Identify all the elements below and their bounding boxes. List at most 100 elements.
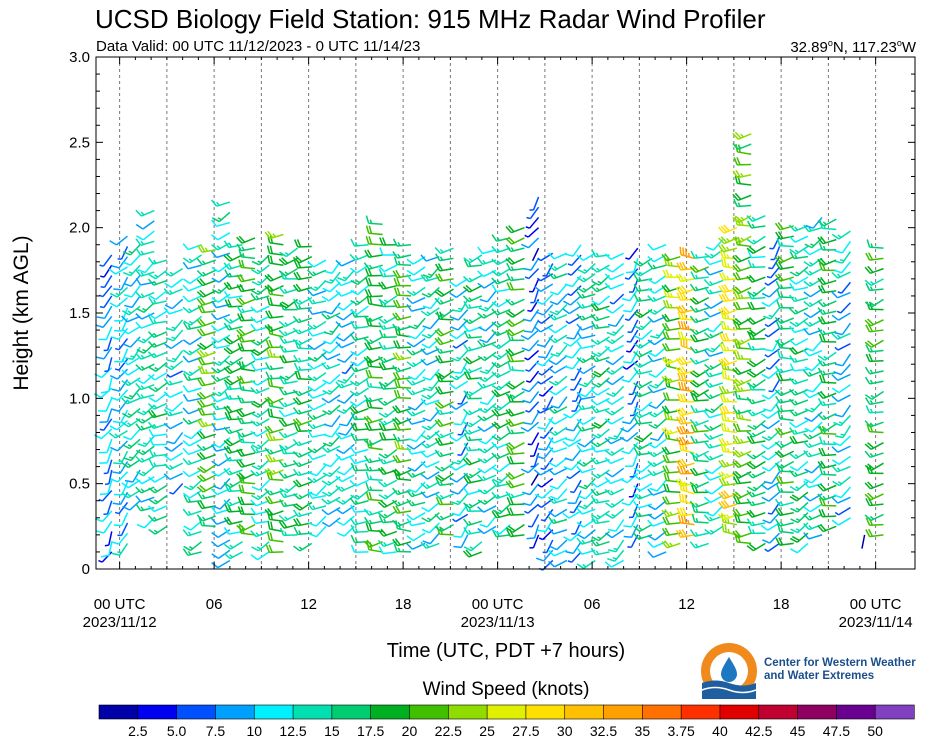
barb-feather	[110, 478, 119, 483]
barb-feather	[411, 380, 416, 385]
wind-barb	[549, 478, 568, 490]
barb-feather	[313, 356, 318, 361]
wind-barb	[550, 344, 568, 358]
barb-staff	[108, 541, 113, 556]
barb-staff	[217, 559, 231, 569]
barb-feather	[227, 299, 232, 308]
wind-barb	[434, 328, 454, 337]
wind-barb	[457, 442, 469, 456]
wind-barb	[648, 367, 667, 378]
barb-staff	[108, 469, 113, 484]
barb-feather	[453, 423, 462, 426]
wind-barb	[110, 327, 129, 341]
wind-barb	[210, 324, 231, 332]
barb-feather	[148, 448, 154, 457]
barb-feather	[350, 534, 356, 543]
barb-feather	[524, 234, 529, 238]
barb-feather	[321, 353, 328, 361]
barb-feather	[626, 271, 635, 274]
wind-barb	[462, 366, 483, 374]
barb-feather	[122, 271, 131, 277]
latitude-value: 32.89	[790, 39, 828, 56]
barb-staff	[120, 522, 129, 536]
barb-feather	[497, 405, 502, 410]
barb-feather	[483, 489, 488, 493]
barb-feather	[338, 432, 347, 436]
barb-staff	[105, 398, 113, 412]
wind-barb	[526, 206, 540, 220]
wind-barb	[322, 404, 341, 416]
barb-feather	[582, 287, 587, 292]
barb-feather	[605, 308, 613, 314]
wind-barb	[365, 491, 383, 502]
barb-feather	[292, 338, 300, 346]
barb-feather	[451, 512, 460, 517]
wind-barb	[505, 491, 525, 499]
wind-barb	[662, 299, 681, 309]
barb-feather	[633, 361, 641, 368]
barb-feather	[336, 315, 344, 321]
barb-staff	[412, 532, 426, 542]
barb-feather	[355, 494, 361, 499]
barb-staff	[544, 508, 554, 522]
barb-staff	[328, 517, 341, 528]
barb-feather	[204, 421, 209, 427]
barb-feather	[153, 342, 158, 347]
wind-barb	[662, 392, 681, 401]
barb-feather	[293, 545, 301, 552]
barb-feather	[217, 217, 222, 221]
barb-feather	[329, 330, 334, 333]
barb-feather	[228, 501, 233, 506]
barb-feather	[406, 444, 415, 450]
barb-feather	[223, 262, 230, 270]
wind-barb	[590, 285, 610, 293]
barb-feather	[236, 460, 243, 468]
wind-barb	[182, 469, 202, 478]
barb-feather	[354, 241, 359, 247]
barb-feather	[420, 491, 427, 499]
barb-feather	[435, 312, 443, 319]
barb-feather	[703, 257, 711, 266]
wind-barb	[434, 437, 454, 446]
barb-feather	[392, 433, 398, 442]
wind-barb	[349, 517, 369, 526]
barb-feather	[690, 405, 696, 413]
wind-barb	[550, 396, 568, 409]
wind-barb	[292, 396, 313, 406]
barb-feather	[196, 431, 203, 440]
barb-feather	[251, 465, 260, 471]
barb-feather	[183, 485, 192, 491]
barb-feather	[439, 433, 444, 438]
barb-feather	[354, 538, 358, 543]
wind-barb	[279, 354, 298, 364]
barb-staff	[610, 273, 624, 281]
barb-feather	[326, 499, 331, 504]
barb-staff	[455, 288, 469, 299]
barb-feather	[435, 496, 441, 505]
barb-feather	[335, 289, 342, 297]
barb-feather	[394, 312, 401, 320]
wind-barb	[675, 407, 695, 417]
wind-barb	[306, 391, 327, 399]
barb-feather	[122, 444, 130, 450]
barb-feather	[188, 308, 193, 312]
barb-feather	[497, 344, 502, 348]
barb-feather	[498, 478, 503, 482]
wind-barb	[420, 398, 440, 406]
wind-barb	[604, 252, 624, 261]
wind-barb-profile	[93, 254, 113, 563]
barb-feather	[365, 277, 370, 286]
barb-feather	[340, 383, 345, 388]
wind-barb	[335, 484, 355, 492]
wind-barb	[422, 532, 440, 545]
barb-staff	[103, 275, 113, 288]
barb-staff	[102, 254, 113, 267]
barb-staff	[343, 331, 355, 342]
barb-feather	[196, 298, 203, 306]
barb-feather	[212, 505, 221, 510]
wind-barb	[264, 273, 284, 282]
barb-feather	[148, 374, 156, 381]
barb-feather	[577, 533, 585, 540]
barb-feather	[477, 426, 485, 433]
wind-barb	[183, 315, 202, 326]
